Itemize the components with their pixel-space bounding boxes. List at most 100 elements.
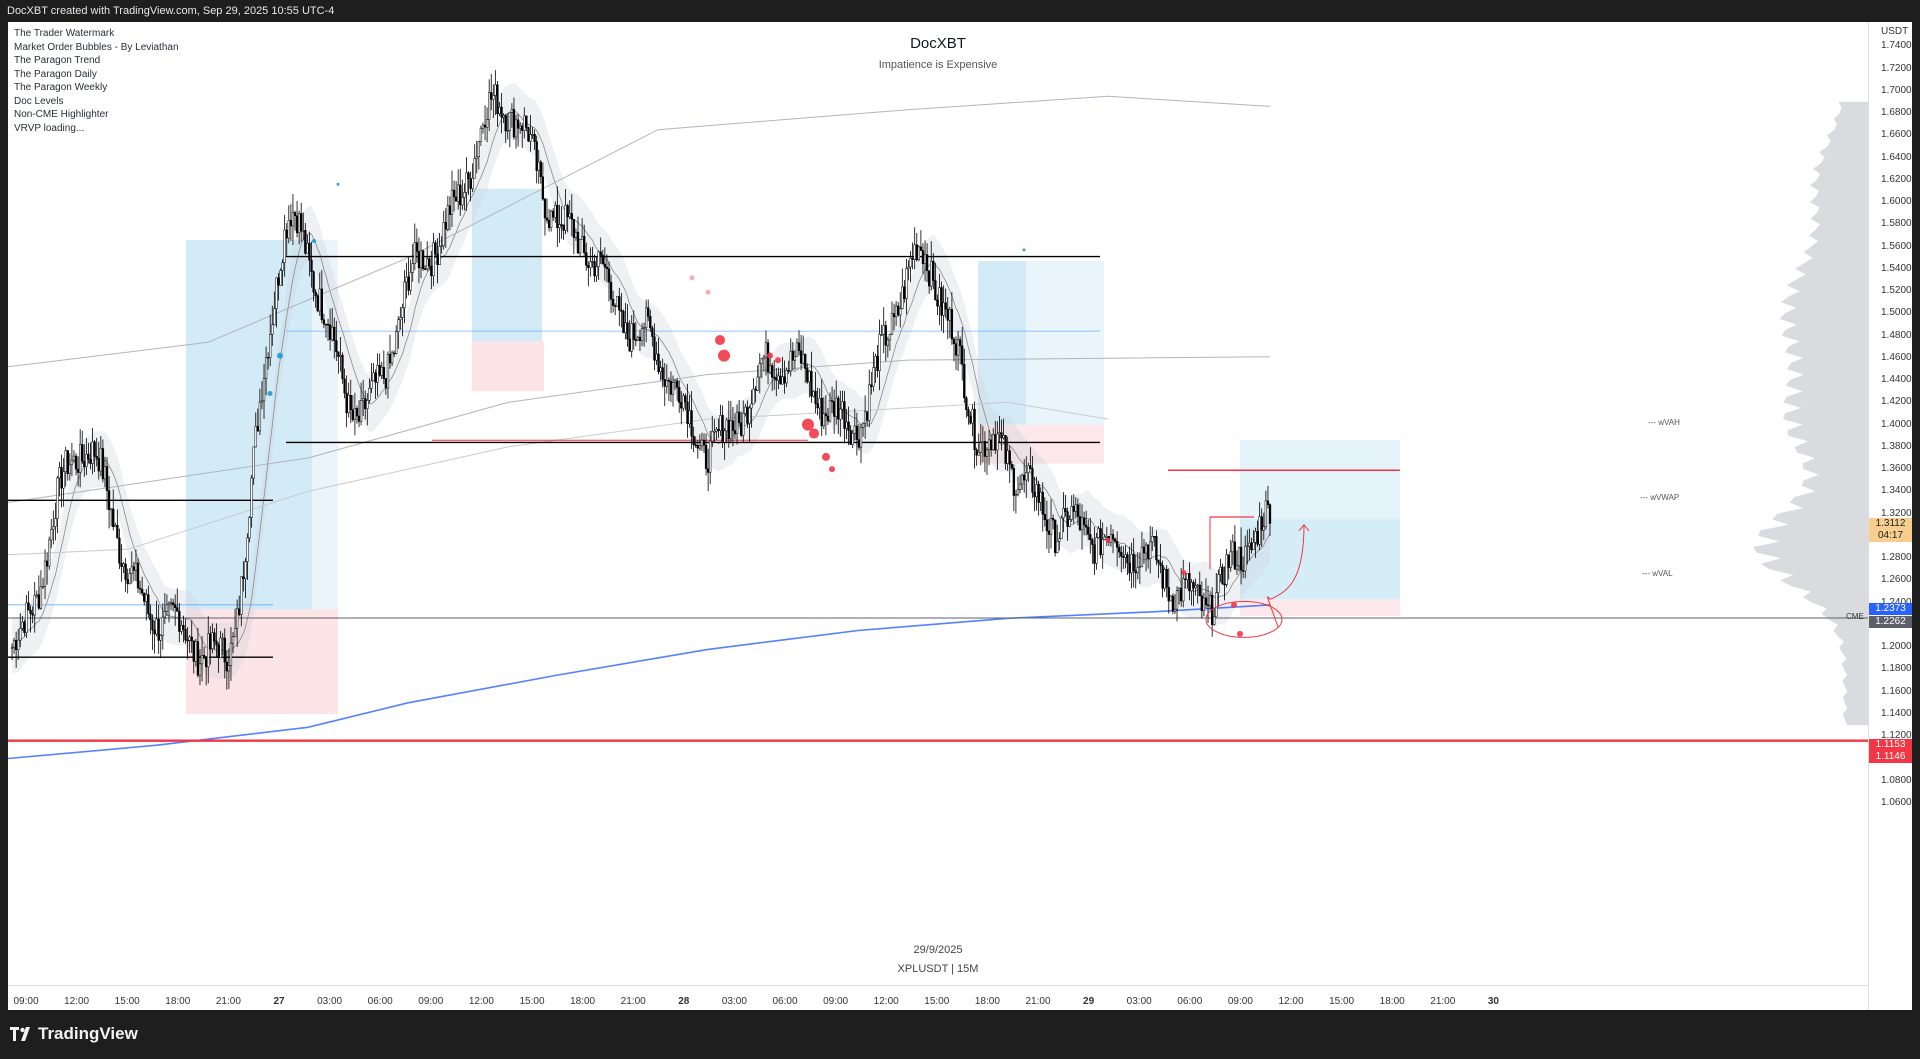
candle-body: [622, 311, 625, 333]
candle-body: [343, 378, 346, 394]
candle-body: [54, 518, 57, 527]
legend-item[interactable]: The Trader Watermark: [14, 28, 115, 39]
candle-body: [380, 367, 383, 376]
candle-body: [709, 440, 712, 473]
legend-item[interactable]: The Paragon Weekly: [14, 82, 108, 93]
candle-body: [1002, 435, 1005, 439]
candle-body: [1258, 516, 1261, 545]
candle-body: [147, 594, 150, 615]
legend-item[interactable]: VRVP loading...: [14, 122, 85, 134]
candle-body: [1012, 468, 1016, 496]
candle-body: [549, 210, 553, 228]
candle-body: [370, 380, 373, 389]
indicator-legend: The Trader Watermark Market Order Bubble…: [14, 27, 179, 135]
candle-body: [1099, 528, 1102, 556]
candle-body: [1070, 506, 1073, 520]
x-tick-label: 18:00: [165, 996, 191, 1007]
candle-body: [781, 376, 784, 385]
candle-body: [1076, 504, 1080, 517]
candle-body: [554, 204, 557, 218]
candle-body: [432, 242, 435, 277]
tradingview-logo[interactable]: TradingView: [10, 1024, 138, 1044]
candle-body: [806, 368, 809, 383]
candle-body: [151, 619, 154, 631]
candle-body: [93, 441, 96, 457]
candle-body: [723, 430, 726, 443]
candle-body: [795, 342, 799, 357]
candle-body: [630, 323, 633, 352]
candle-body: [1103, 536, 1106, 540]
candle-body: [915, 244, 918, 260]
candle-body: [975, 449, 978, 456]
candle-body: [1190, 582, 1193, 592]
candle-body: [213, 632, 216, 642]
candle-body: [29, 609, 32, 614]
candle-body: [1169, 595, 1172, 602]
x-tick-label: 15:00: [1329, 996, 1355, 1007]
candle-body: [409, 272, 412, 291]
legend-item[interactable]: Market Order Bubbles - By Leviathan: [14, 41, 179, 53]
candle-body: [331, 326, 334, 340]
candle-body: [647, 307, 650, 317]
order-bubble: [689, 275, 695, 281]
legend-item[interactable]: The Paragon Trend: [14, 55, 101, 66]
chart-frame[interactable]: The Trader Watermark Market Order Bubble…: [8, 22, 1912, 1010]
candle-body: [599, 251, 602, 256]
candle-body: [521, 125, 524, 131]
price-axis[interactable]: USDT 1.7400 1.7200 1.7000 1.6800 1.6600 1.640…: [1868, 22, 1912, 1010]
candle-body: [1064, 508, 1067, 512]
candle-body: [510, 109, 514, 113]
red-price-label-2: 1.1146: [1869, 751, 1912, 763]
candle-body: [14, 640, 18, 651]
candle-body: [830, 400, 834, 402]
candle-body: [337, 351, 340, 357]
candle-body: [1200, 595, 1203, 611]
time-axis[interactable]: 09:00 12:00 15:00 18:00 21:00 27 03:00 06:00 09:…: [8, 985, 1868, 1010]
candle-body: [576, 231, 580, 254]
candle-body: [1010, 463, 1013, 469]
candle-body: [508, 112, 511, 131]
candle-body: [1159, 562, 1162, 566]
y-tick-label: 1.6800: [1881, 107, 1912, 119]
candle-body: [70, 459, 74, 466]
candle-body: [541, 176, 545, 200]
candle-body: [1087, 526, 1090, 535]
candle-body: [1025, 472, 1028, 481]
candle-body: [971, 408, 974, 424]
candle-body: [19, 628, 22, 641]
legend-item[interactable]: Doc Levels: [14, 95, 64, 107]
candle-body: [205, 657, 208, 668]
candle-body: [888, 333, 892, 341]
candle-body: [954, 343, 958, 356]
candle-body: [1246, 545, 1249, 548]
candle-body: [1027, 465, 1030, 474]
candle-body: [818, 397, 821, 409]
candle-body: [849, 430, 852, 445]
x-tick-label: 21:00: [1025, 996, 1051, 1007]
candle-body: [242, 576, 245, 580]
candle-body: [1180, 587, 1183, 602]
candle-body: [364, 398, 367, 410]
candle-body: [215, 640, 218, 646]
candle-body: [366, 400, 369, 410]
legend-item[interactable]: The Paragon Daily: [14, 68, 97, 80]
candle-body: [725, 419, 728, 432]
legend-item[interactable]: Non-CME Highlighter: [14, 109, 109, 120]
candle-body: [184, 629, 187, 641]
candle-body: [661, 367, 664, 380]
candle-body: [816, 403, 819, 409]
candle-body: [233, 628, 237, 638]
candle-body: [934, 280, 937, 301]
candle-body: [1078, 516, 1082, 531]
candle-body: [1151, 536, 1154, 543]
candle-body: [785, 370, 788, 384]
candle-body: [1175, 590, 1179, 610]
candle-body: [989, 439, 993, 451]
candle-body: [186, 639, 189, 642]
candle-body: [426, 258, 429, 270]
candle-body: [545, 217, 549, 221]
price-chart[interactable]: [8, 22, 1868, 985]
candle-body: [374, 372, 377, 383]
candle-body: [744, 406, 747, 414]
candle-body: [149, 613, 152, 621]
